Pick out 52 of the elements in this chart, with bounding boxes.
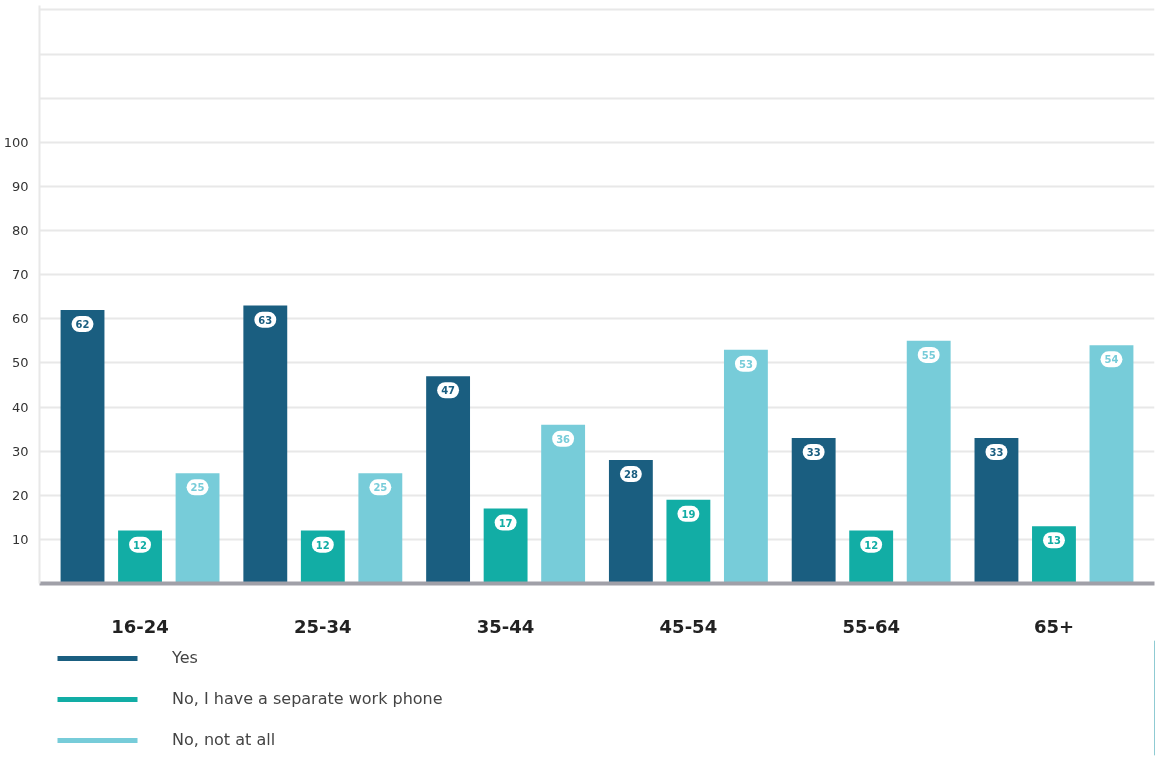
bar	[243, 305, 288, 584]
bar	[483, 508, 528, 584]
bar	[906, 340, 951, 584]
data-label: 12	[864, 539, 879, 551]
y-tick-label: 80	[11, 223, 29, 239]
data-label: 25	[373, 482, 388, 494]
bar	[175, 473, 220, 584]
bar	[608, 459, 653, 584]
x-tick-label: 35-44	[476, 615, 535, 637]
data-label: 54	[1104, 354, 1119, 366]
data-label: 47	[441, 385, 456, 397]
y-tick-label: 90	[11, 178, 29, 194]
data-label: 25	[190, 482, 205, 494]
legend-label: No, I have a separate work phone	[172, 689, 443, 708]
y-tick-label: 70	[11, 267, 29, 283]
y-tick-label: 20	[11, 487, 29, 503]
data-label: 36	[556, 433, 571, 445]
bar	[723, 349, 768, 584]
bar	[541, 424, 586, 584]
data-label: 33	[989, 447, 1004, 459]
bar	[666, 499, 711, 584]
x-tick-label: 45-54	[659, 615, 718, 637]
legend-label: No, not at all	[172, 730, 276, 749]
x-tick-label: 65+	[1033, 615, 1075, 637]
x-tick-label: 16-24	[111, 615, 169, 637]
bar	[791, 437, 836, 584]
y-tick-label: 50	[11, 355, 29, 371]
data-label: 13	[1047, 535, 1061, 547]
y-tick-label: 60	[11, 311, 29, 327]
data-label: 55	[921, 349, 936, 361]
data-label: 28	[623, 469, 638, 481]
data-label: 53	[738, 358, 753, 370]
bar	[60, 309, 105, 584]
bar	[426, 376, 471, 584]
bar	[1032, 526, 1076, 584]
data-label: 33	[806, 447, 821, 459]
y-tick-label: 40	[11, 399, 29, 415]
data-label: 63	[258, 314, 273, 326]
x-tick-label: 55-64	[842, 615, 900, 637]
y-tick-label: 10	[11, 531, 29, 547]
data-label: 62	[75, 319, 90, 331]
bar	[358, 473, 403, 584]
bar	[974, 437, 1019, 584]
legend-label: Yes	[172, 648, 198, 667]
bar	[1089, 345, 1134, 584]
y-tick-label: 100	[3, 134, 29, 150]
data-label: 12	[133, 539, 148, 551]
y-tick-label: 30	[11, 443, 29, 459]
data-label: 19	[681, 508, 696, 520]
data-label: 17	[498, 517, 513, 529]
x-tick-label: 25-34	[294, 615, 352, 637]
data-label: 12	[315, 539, 330, 551]
